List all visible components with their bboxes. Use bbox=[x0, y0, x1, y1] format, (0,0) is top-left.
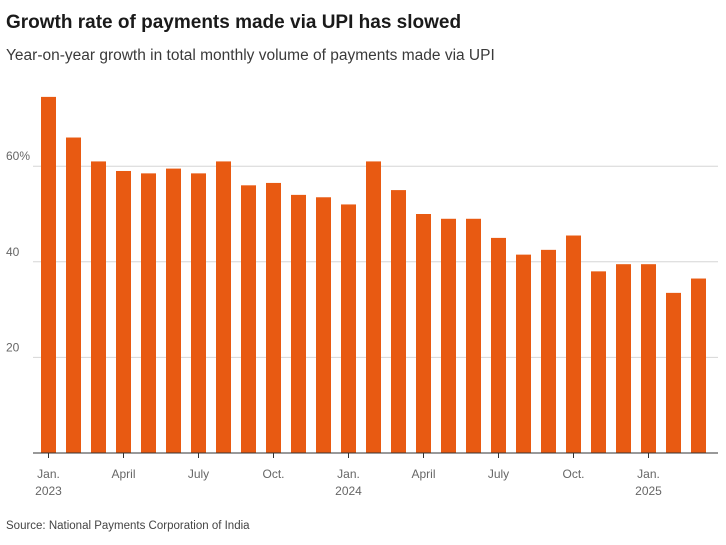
bar: Aug 2024: 41.5% bbox=[516, 254, 531, 453]
y-tick-label: 20 bbox=[6, 340, 20, 354]
y-tick-label: 60% bbox=[6, 149, 30, 163]
x-tick-label: Jan. bbox=[337, 467, 360, 481]
bar: Feb 2023: 66% bbox=[66, 137, 81, 453]
source-note: Source: National Payments Corporation of… bbox=[6, 520, 250, 532]
x-tick-labels: Jan. 2023 April July Oct. Jan. 2024 April July Oc… bbox=[35, 453, 662, 498]
x-tick-label: 2025 bbox=[635, 484, 662, 498]
bar: Oct 2023: 56.5% bbox=[266, 182, 281, 453]
x-tick-label: July bbox=[488, 467, 509, 481]
x-tick-label: 2024 bbox=[335, 484, 362, 498]
bar: Jun 2023: 59.5% bbox=[166, 168, 181, 453]
bar: May 2024: 49% bbox=[441, 218, 456, 453]
bar: Nov 2024: 38% bbox=[591, 271, 606, 453]
x-tick-label: 2023 bbox=[35, 484, 62, 498]
bar: Jan 2023: 74.5% bbox=[41, 96, 56, 453]
bar: Jul 2024: 45% bbox=[491, 237, 506, 453]
bar: May 2023: 58.5% bbox=[141, 173, 156, 453]
bar: Mar 2024: 55% bbox=[391, 190, 406, 453]
y-tick-labels: 20 40 60% bbox=[6, 149, 30, 354]
bar: Oct 2024: 45.5% bbox=[566, 235, 581, 453]
bar: Nov 2023: 54% bbox=[291, 194, 306, 453]
bar: Jun 2024: 49% bbox=[466, 218, 481, 453]
x-tick-label: Jan. bbox=[37, 467, 60, 481]
bar: Mar 2023: 61% bbox=[91, 161, 106, 454]
bar: Dec 2023: 53.5% bbox=[316, 197, 331, 453]
x-tick-label: Jan. bbox=[637, 467, 660, 481]
y-tick-label: 40 bbox=[6, 245, 20, 259]
bar: Apr 2024: 50% bbox=[416, 214, 431, 453]
bar: Jan 2025: 39.5% bbox=[641, 264, 656, 453]
x-tick-label: July bbox=[188, 467, 209, 481]
bar: Aug 2023: 61% bbox=[216, 161, 231, 454]
bar: Jul 2023: 58.5% bbox=[191, 173, 206, 453]
chart-subtitle: Year-on-year growth in total monthly vol… bbox=[6, 47, 495, 64]
bar: Apr 2023: 59% bbox=[116, 170, 131, 454]
bar: Feb 2025: 33.5% bbox=[666, 292, 681, 453]
bar: Mar 2025: 36.5% bbox=[691, 278, 706, 453]
x-tick-label: Oct. bbox=[262, 467, 284, 481]
x-tick-label: April bbox=[111, 467, 135, 481]
x-tick-label: Oct. bbox=[562, 467, 584, 481]
bar: Jan 2024: 52% bbox=[341, 204, 356, 453]
bars: Jan 2023: 74.5% Feb 2023: 66% Mar 2023: 61… bbox=[41, 96, 706, 454]
chart-title: Growth rate of payments made via UPI has… bbox=[6, 12, 462, 33]
bar: Sep 2023: 56% bbox=[241, 185, 256, 453]
bar: Feb 2024: 61% bbox=[366, 161, 381, 454]
x-tick-label: April bbox=[411, 467, 435, 481]
bar: Dec 2024: 39.5% bbox=[616, 264, 631, 453]
bar: Sep 2024: 42.5% bbox=[541, 249, 556, 453]
